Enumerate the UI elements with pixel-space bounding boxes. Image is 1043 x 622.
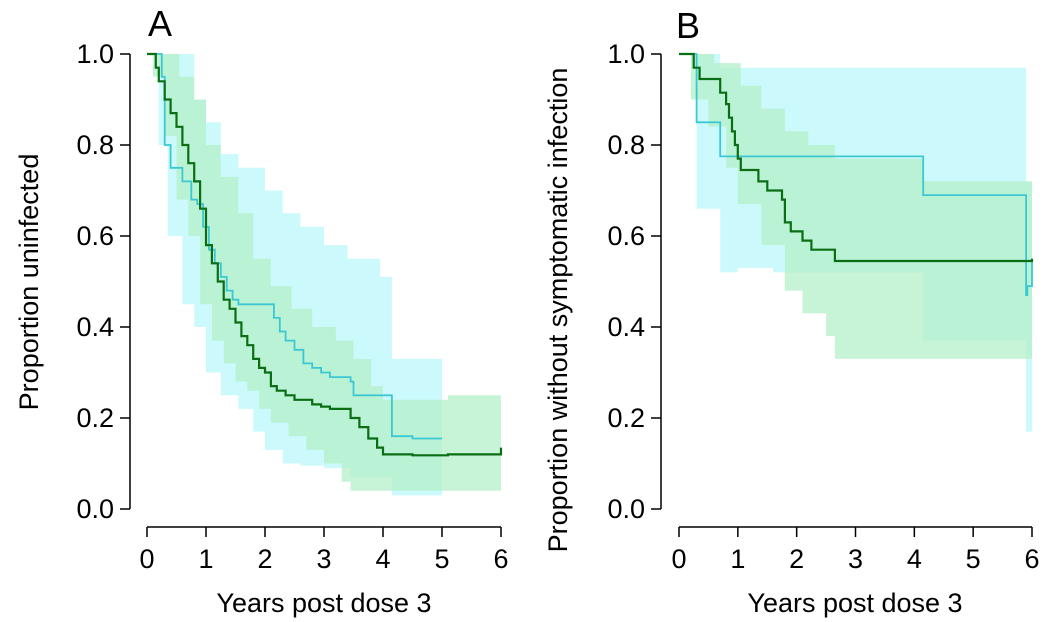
panel-b-x-tick-label: 5	[966, 544, 981, 574]
panel-a-x-tick-label: 4	[375, 544, 390, 574]
panel-a-x-tick-label: 3	[316, 544, 331, 574]
panel-a-x-tick-label: 1	[198, 544, 213, 574]
panel-a-series-2-line	[147, 52, 503, 457]
panel-b-axes: 0.0 0.2 0.4 0.6 0.8 1.0 0 1 2 3 4 5 6	[607, 39, 1039, 574]
panel-b-y-tick-label: 0.6	[607, 221, 645, 251]
panel-b-x-tick-label: 6	[1024, 544, 1039, 574]
panel-a-x-axis-title: Years post dose 3	[216, 588, 431, 618]
panel-a-survival-curves	[147, 52, 503, 457]
panel-a-y-tick-label: 0.4	[76, 312, 114, 342]
panel-a-y-tick-label: 0.2	[76, 403, 114, 433]
panel-b-x-tick-label: 0	[671, 544, 686, 574]
panel-b-confidence-bands	[679, 54, 1032, 432]
panel-a-series-1-line	[147, 53, 442, 440]
panel-a-x-tick-label: 5	[434, 544, 449, 574]
panel-a-y-axis-title: Proportion uninfected	[14, 154, 44, 411]
panel-a-letter: A	[148, 3, 172, 44]
panel-b-y-axis-title: Proportion without symptomatic infection	[543, 68, 573, 553]
panel-b-y-tick-label: 0.8	[607, 130, 645, 160]
panel-b-x-tick-label: 1	[730, 544, 745, 574]
panel-b-series-2-line	[679, 52, 1034, 263]
panel-a-axes: 0.0 0.2 0.4 0.6 0.8 1.0 0 1 2 3 4 5 6	[76, 39, 508, 574]
panel-b-survival-curves	[679, 52, 1034, 297]
panel-b-y-tick-label: 0.4	[607, 312, 645, 342]
panel-b-x-tick-label: 3	[848, 544, 863, 574]
panel-b: 0.0 0.2 0.4 0.6 0.8 1.0 0 1 2 3 4 5 6 B Years post d…	[543, 5, 1040, 618]
panel-b-y-tick-label: 0.0	[607, 494, 645, 524]
panel-b-series-2-ci-band	[679, 54, 1032, 359]
panel-b-x-tick-label: 2	[789, 544, 804, 574]
panel-a-x-tick-label: 0	[139, 544, 154, 574]
panel-a-series-2-ci-band	[147, 54, 501, 491]
panel-a: 0.0 0.2 0.4 0.6 0.8 1.0 0 1 2 3 4 5 6 A Years post d…	[14, 3, 509, 618]
panel-a-x-tick-label: 6	[493, 544, 508, 574]
panel-b-x-tick-label: 4	[907, 544, 922, 574]
panel-b-y-tick-label: 0.2	[607, 403, 645, 433]
panel-a-y-tick-label: 0.8	[76, 130, 114, 160]
panel-a-y-tick-label: 1.0	[76, 39, 114, 69]
panel-b-x-axis-title: Years post dose 3	[747, 588, 962, 618]
panel-a-y-tick-label: 0.6	[76, 221, 114, 251]
panel-a-confidence-bands	[147, 54, 501, 496]
panel-b-letter: B	[676, 5, 700, 46]
panel-a-x-tick-label: 2	[257, 544, 272, 574]
panel-b-y-tick-label: 1.0	[607, 39, 645, 69]
panel-b-series-1-line	[679, 53, 1033, 297]
panel-a-y-tick-label: 0.0	[76, 494, 114, 524]
